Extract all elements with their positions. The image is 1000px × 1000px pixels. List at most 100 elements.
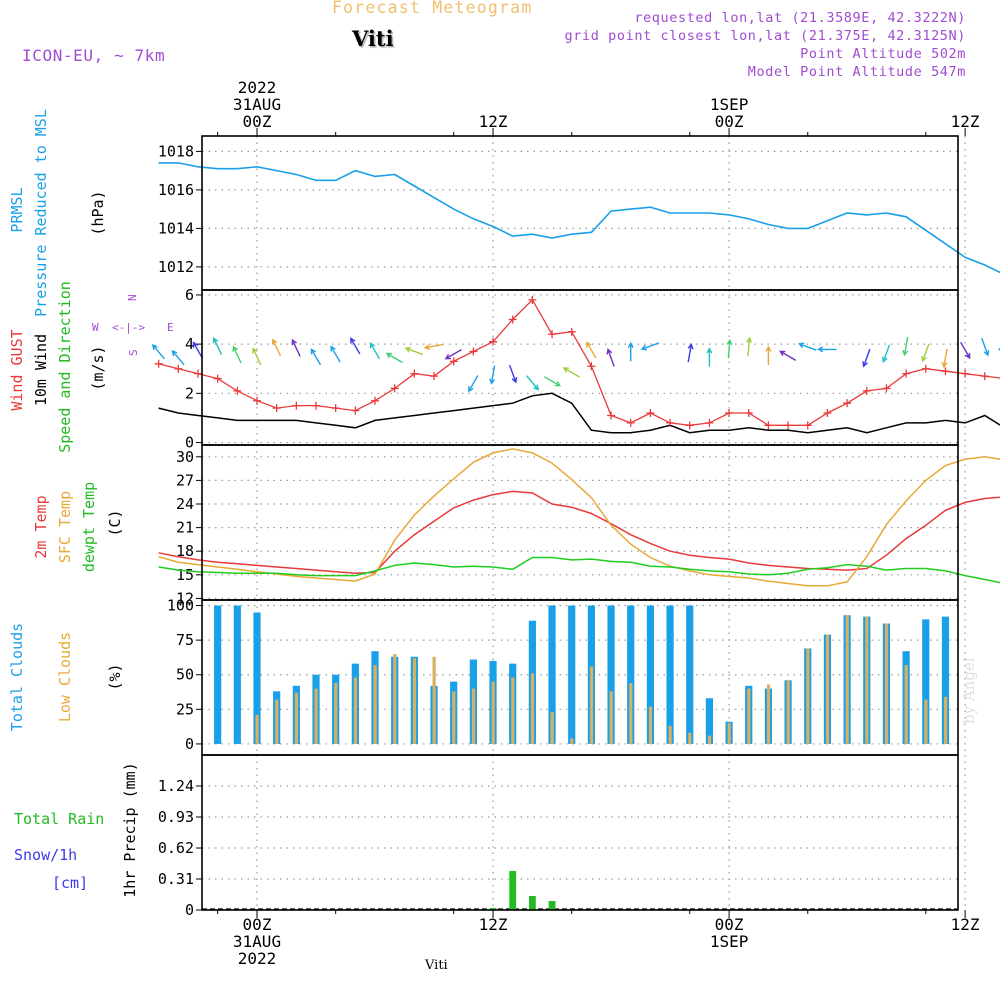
compass-e: E — [167, 321, 174, 334]
pressure-line — [158, 162, 1000, 274]
total-cloud-bar — [607, 605, 615, 744]
low-cloud-bar — [294, 692, 299, 744]
wind-direction-arrow — [687, 342, 694, 363]
gust-marker — [961, 369, 970, 378]
wind-direction-arrow — [779, 350, 797, 362]
gust-marker — [744, 409, 753, 418]
compass-arrows: <-|-> — [112, 321, 145, 334]
gust-marker — [292, 401, 301, 410]
precip-ylabel: 1hr Precip (mm) — [121, 762, 139, 897]
low-cloud-bar — [668, 725, 672, 744]
compass-s: S — [127, 349, 140, 356]
wind-gust-line — [158, 298, 1000, 426]
wind-direction-arrow — [271, 338, 282, 357]
gust-marker — [410, 369, 419, 378]
top-time-label: 2022 — [238, 78, 277, 97]
top-time-label: 00Z — [243, 112, 272, 131]
bottom-time-label: 12Z — [951, 915, 980, 934]
wind-direction-arrow — [765, 345, 772, 366]
wind-direction-arrow — [423, 343, 444, 350]
precip-bar — [528, 896, 536, 910]
y-tick-label: 30 — [176, 448, 194, 466]
location-title: Viti — [352, 26, 394, 51]
low-cloud-bar — [688, 732, 692, 744]
low-cloud-bar — [825, 634, 830, 744]
wind-direction-arrow — [941, 348, 948, 369]
precip-bar — [548, 901, 556, 910]
y-tick-label: 18 — [176, 542, 194, 560]
temp-2m-line — [158, 490, 1000, 574]
clouds-unit: (%) — [106, 663, 124, 690]
low-cloud-bar — [707, 735, 712, 744]
total-clouds-label: Total Clouds — [8, 623, 26, 731]
wind-direction-arrow — [606, 348, 615, 367]
gust-marker — [272, 404, 281, 413]
low-cloud-bar — [353, 677, 358, 744]
gust-marker — [312, 401, 321, 410]
chart-title: Forecast Meteogram — [332, 0, 533, 17]
gust-marker — [725, 409, 734, 418]
top-time-label: 31AUG — [233, 95, 281, 114]
gust-marker — [764, 421, 773, 430]
precip-bar — [509, 871, 517, 910]
gust-marker — [154, 359, 163, 368]
total-cloud-bar — [568, 605, 576, 744]
low-cloud-bar — [589, 666, 594, 744]
gust-marker — [213, 374, 222, 383]
y-tick-label: 75 — [176, 631, 194, 649]
y-tick-label: 2 — [185, 384, 194, 402]
total-cloud-bar — [233, 605, 241, 744]
gust-marker — [803, 421, 812, 430]
low-cloud-bar — [511, 677, 515, 744]
pressure-label-2: Pressure Reduced to MSL — [32, 109, 50, 317]
wind-unit: (m/s) — [89, 345, 107, 390]
y-tick-label: 0.31 — [158, 870, 194, 888]
bottom-time-label: 2022 — [238, 949, 277, 968]
y-tick-label: 1014 — [158, 219, 194, 237]
total-cloud-bar — [922, 619, 930, 744]
low-cloud-bar — [275, 699, 279, 744]
gust-marker — [469, 347, 478, 356]
grid-coords: grid point closest lon,lat (21.375E, 42.… — [564, 28, 966, 44]
model-altitude: Model Point Altitude 547m — [747, 64, 966, 80]
wind-direction-label: Speed and Direction — [56, 281, 74, 453]
low-cloud-bar — [491, 681, 495, 744]
low-cloud-bar — [629, 683, 633, 744]
total-cloud-bar — [666, 605, 674, 744]
low-cloud-bar — [570, 738, 574, 744]
low-cloud-bar — [314, 688, 318, 744]
wind-direction-arrow — [508, 364, 518, 384]
top-time-label: 1SEP — [710, 95, 749, 114]
y-tick-label: 27 — [176, 471, 194, 489]
wind-direction-arrow — [627, 341, 634, 362]
y-tick-label: 1018 — [158, 142, 194, 160]
total-cloud-bar — [548, 605, 556, 744]
wind-speed-line — [158, 392, 1000, 434]
wind-direction-arrow — [330, 345, 341, 363]
y-tick-label: 24 — [176, 495, 194, 513]
compass-n: N — [126, 294, 139, 301]
gust-marker — [548, 330, 557, 339]
low-cloud-bar — [648, 706, 653, 744]
wind-direction-arrow — [385, 352, 403, 364]
temp-dewpt-label: dewpt Temp — [80, 482, 98, 572]
wind-direction-arrow — [310, 348, 322, 366]
low-cloud-bar — [845, 615, 849, 744]
wind-direction-arrow — [981, 337, 990, 357]
y-tick-label: 100 — [167, 597, 194, 615]
y-tick-label: 15 — [176, 566, 194, 584]
pressure-label-1: PRMSL — [8, 187, 26, 232]
y-tick-label: 25 — [176, 700, 194, 718]
gust-marker — [233, 386, 242, 395]
y-tick-label: 6 — [185, 286, 194, 304]
y-tick-label: 50 — [176, 666, 194, 684]
wind-direction-arrow — [171, 349, 185, 366]
low-cloud-bar — [609, 691, 613, 744]
wind-direction-arrow — [640, 342, 660, 351]
total-cloud-bar — [941, 616, 950, 744]
wind-direction-arrow — [862, 348, 871, 368]
gust-marker — [193, 369, 202, 378]
wind-direction-arrow — [350, 337, 361, 355]
gust-marker — [862, 386, 871, 395]
